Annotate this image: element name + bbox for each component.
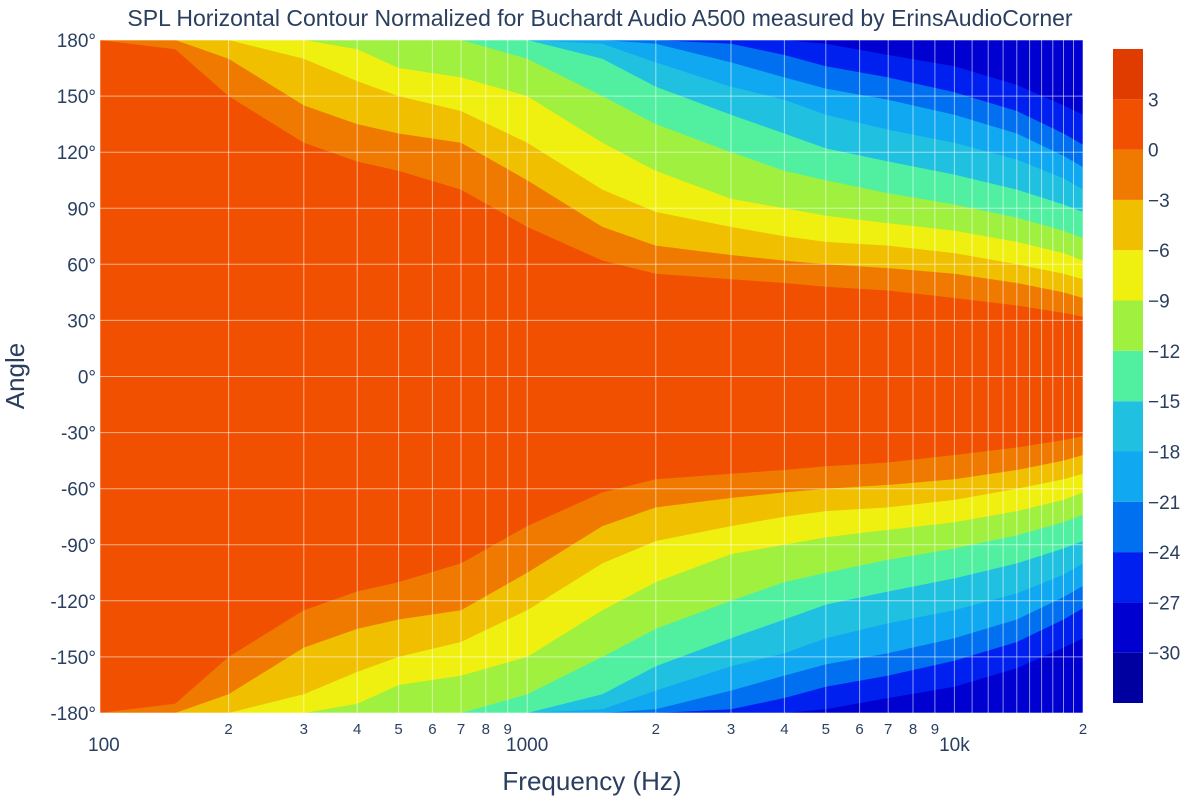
colorbar-segment	[1113, 602, 1143, 653]
colorbar-tick-label: −21	[1148, 493, 1180, 514]
x-major-tick-label: 1000	[506, 735, 548, 756]
colorbar-tick-label: −9	[1148, 292, 1170, 313]
x-minor-tick-label: 9	[504, 721, 512, 738]
x-minor-tick-label: 6	[428, 721, 436, 738]
plot-area	[100, 40, 1083, 713]
x-minor-tick-label: 5	[822, 721, 830, 738]
colorbar-tick-label: −24	[1148, 543, 1181, 564]
x-minor-tick-label: 9	[931, 721, 939, 738]
y-tick-label: -150°	[50, 648, 96, 669]
colorbar-tick-label: 0	[1148, 141, 1159, 162]
x-minor-tick-label: 6	[855, 721, 863, 738]
colorbar-segment	[1113, 300, 1143, 351]
y-tick-label: -60°	[61, 480, 96, 501]
contour-band-top-m24	[100, 40, 1083, 168]
x-minor-tick-label: 2	[1079, 721, 1087, 738]
contour-band-bottom-m30	[100, 638, 1083, 713]
colorbar-tick-label: −18	[1148, 443, 1180, 464]
colorbar-tick-label: −27	[1148, 593, 1180, 614]
y-tick-label: 150°	[57, 87, 96, 108]
colorbar-tick-label: −12	[1148, 342, 1180, 363]
contour-band-bottom-m27	[100, 608, 1083, 713]
colorbar-tick-label: −6	[1148, 241, 1170, 262]
y-tick-label: 90°	[67, 199, 96, 220]
x-minor-tick-label: 2	[224, 721, 232, 738]
y-tick-label: -120°	[50, 592, 96, 613]
colorbar-tick-label: −30	[1148, 644, 1180, 665]
colorbar-segment	[1113, 350, 1143, 402]
y-tick-label: -90°	[61, 536, 96, 557]
x-minor-tick-label: 4	[780, 721, 788, 738]
x-minor-tick-label: 5	[394, 721, 402, 738]
x-major-tick-label: 100	[88, 735, 120, 756]
y-tick-label: 60°	[67, 255, 96, 276]
x-axis-title: Frequency (Hz)	[502, 766, 681, 796]
x-minor-tick-label: 7	[457, 721, 465, 738]
colorbar-tick-label: −15	[1148, 392, 1180, 413]
y-tick-label: -30°	[61, 424, 96, 445]
contour-band-top-m27	[100, 40, 1083, 145]
x-minor-tick-label: 4	[353, 721, 361, 738]
colorbar-segment	[1113, 552, 1143, 603]
y-tick-label: 180°	[57, 31, 96, 52]
colorbar-segment	[1113, 149, 1143, 200]
x-minor-tick-label: 8	[909, 721, 917, 738]
y-tick-label: -180°	[50, 704, 96, 725]
x-minor-tick-label: 2	[652, 721, 660, 738]
x-minor-tick-label: 8	[482, 721, 490, 738]
colorbar-segment	[1113, 501, 1143, 553]
chart-title: SPL Horizontal Contour Normalized for Bu…	[127, 5, 1073, 31]
x-minor-tick-label: 7	[884, 721, 892, 738]
x-minor-tick-label: 3	[300, 721, 308, 738]
colorbar-segment	[1113, 99, 1143, 150]
y-axis-ticks: 180° 150° 120° 90° 60° 30° 0° -30° -60° -90° -120°…	[50, 31, 96, 725]
x-minor-tick-label: 3	[727, 721, 735, 738]
colorbar-segment	[1113, 401, 1143, 452]
y-axis-title: Angle	[0, 343, 30, 410]
contour-layer	[100, 40, 1083, 713]
y-tick-label: 120°	[57, 143, 96, 164]
colorbar-segment	[1113, 652, 1143, 703]
y-tick-label: 0°	[78, 368, 96, 389]
colorbar-tick-label: 3	[1148, 90, 1159, 111]
grid-layer	[100, 40, 1083, 713]
colorbar-segment	[1113, 451, 1143, 502]
contour-band-top-m30	[100, 40, 1083, 115]
colorbar-segment	[1113, 250, 1143, 301]
contour-band-bottom-m24	[100, 585, 1083, 713]
colorbar: 3 0 −3 −6 −9 −12 −15 −18 −21 −24 −27 −30	[1113, 49, 1181, 703]
colorbar-segment	[1113, 49, 1143, 100]
y-tick-label: 30°	[67, 311, 96, 332]
colorbar-segment	[1113, 199, 1143, 251]
colorbar-tick-label: −3	[1148, 191, 1170, 212]
x-major-tick-label: 10k	[939, 735, 970, 756]
